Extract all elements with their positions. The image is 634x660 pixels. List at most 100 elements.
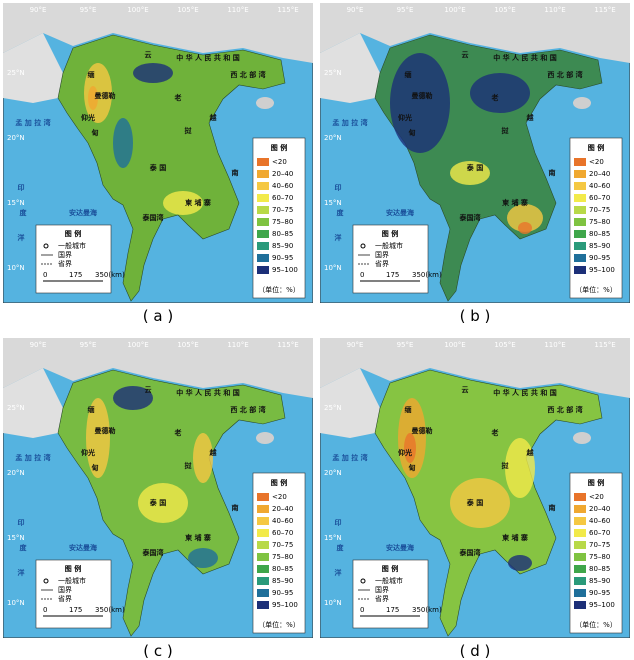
legend-swatch [257, 577, 269, 585]
place-label: 仰光 [398, 113, 412, 122]
place-label: 曼德勒 [95, 426, 116, 435]
place-label: 仰光 [81, 113, 95, 122]
place-label: 印 [18, 518, 25, 527]
hainan [256, 432, 274, 444]
lon-label: 105°E [177, 6, 198, 14]
place-label: 挝 [185, 461, 193, 470]
legend-label: 90–95 [272, 589, 293, 597]
lon-label: 100°E [444, 6, 465, 14]
city-symbol [360, 578, 366, 584]
legend-label: 80–85 [272, 565, 293, 573]
hainan [256, 97, 274, 109]
lon-label: 115°E [594, 6, 615, 14]
lat-label: 20°N [324, 134, 342, 142]
legend-label: 80–85 [272, 230, 293, 238]
legend-swatch [257, 230, 269, 238]
place-label: 安达曼海 [69, 208, 97, 217]
cover-patch [138, 483, 188, 523]
lon-label: 95°E [80, 341, 97, 349]
place-label: 甸 [91, 128, 99, 137]
lon-label: 90°E [30, 6, 47, 14]
place-label: 越 [209, 448, 218, 457]
place-label: 度 [337, 543, 345, 552]
legend-title: 图 例 [271, 478, 287, 487]
lon-label: 95°E [80, 6, 97, 14]
scale-label: 350(km) [95, 606, 125, 614]
legend-label: 40–60 [589, 517, 610, 525]
place-label: 缅 [88, 70, 95, 79]
place-label: 柬 埔 寨 [185, 533, 212, 542]
place-label: 泰国湾 [459, 548, 481, 557]
legend-label: 95–100 [589, 601, 615, 609]
legend-label: 20–40 [589, 170, 610, 178]
legend2-label: 省界 [58, 594, 72, 603]
legend-label: 75–80 [589, 218, 610, 226]
legend-label: <20 [589, 158, 604, 166]
panel-caption: ( c ) [143, 642, 173, 660]
legend-title: 图 例 [588, 143, 604, 152]
lat-label: 15°N [7, 199, 25, 207]
lon-label: 100°E [127, 341, 148, 349]
legend-label: 85–90 [589, 242, 610, 250]
legend2-label: 一般城市 [58, 576, 86, 585]
place-label: 南 [232, 503, 239, 512]
legend-label: 20–40 [272, 170, 293, 178]
lon-label: 90°E [347, 341, 364, 349]
place-label: 老 [491, 428, 499, 437]
legend2-box [352, 224, 429, 294]
place-label: 甸 [408, 128, 416, 137]
cover-patch [133, 63, 173, 83]
place-label: 云 [462, 386, 469, 394]
legend-swatch [574, 254, 586, 262]
legend2-box [35, 559, 112, 629]
legend-title: 图 例 [588, 478, 604, 487]
legend-unit: （单位：%） [258, 620, 300, 629]
legend2-title: 图 例 [65, 564, 81, 573]
india-land [320, 368, 380, 438]
cover-patch [450, 478, 510, 528]
legend-label: 75–80 [589, 553, 610, 561]
legend-swatch [257, 505, 269, 513]
legend-label: 40–60 [272, 517, 293, 525]
scale-label: 175 [69, 606, 82, 614]
legend-swatch [257, 266, 269, 274]
place-label: 挝 [502, 126, 510, 135]
china-land [320, 3, 630, 63]
scale-label: 0 [360, 271, 364, 279]
place-label: 越 [209, 113, 218, 122]
cover-patch [188, 548, 218, 568]
place-label: 仰光 [81, 448, 95, 457]
lon-label: 105°E [494, 6, 515, 14]
legend-swatch [574, 206, 586, 214]
legend-swatch [574, 541, 586, 549]
legend-title: 图 例 [271, 143, 287, 152]
scale-label: 0 [360, 606, 364, 614]
legend-label: 95–100 [272, 266, 298, 274]
place-label: 越 [526, 448, 535, 457]
legend-swatch [574, 170, 586, 178]
map-panel: 90°E 95°E 100°E 105°E 110°E 115°E 25°N 20°N 15°N… [3, 3, 313, 303]
cover-patch [163, 191, 203, 215]
legend-label: 95–100 [272, 601, 298, 609]
legend-swatch [257, 565, 269, 573]
place-label: 中 华 人 民 共 和 国 [176, 388, 240, 397]
legend2-label: 国界 [375, 251, 389, 259]
place-label: 泰国湾 [142, 213, 164, 222]
legend-swatch [257, 254, 269, 262]
legend2-label: 国界 [58, 251, 72, 259]
legend-swatch [574, 493, 586, 501]
lon-label: 110°E [227, 341, 248, 349]
cover-patch [507, 204, 543, 232]
place-label: 挝 [502, 461, 510, 470]
place-label: 西 北 部 湾 [230, 70, 265, 79]
land-cover [57, 34, 286, 302]
lat-label: 25°N [7, 69, 25, 77]
panel-caption: ( a ) [142, 307, 174, 325]
cover-patch [505, 438, 535, 498]
place-label: 曼德勒 [95, 91, 116, 100]
legend-swatch [574, 565, 586, 573]
legend-swatch [257, 242, 269, 250]
cover-patch [518, 222, 532, 234]
place-label: 南 [549, 503, 556, 512]
